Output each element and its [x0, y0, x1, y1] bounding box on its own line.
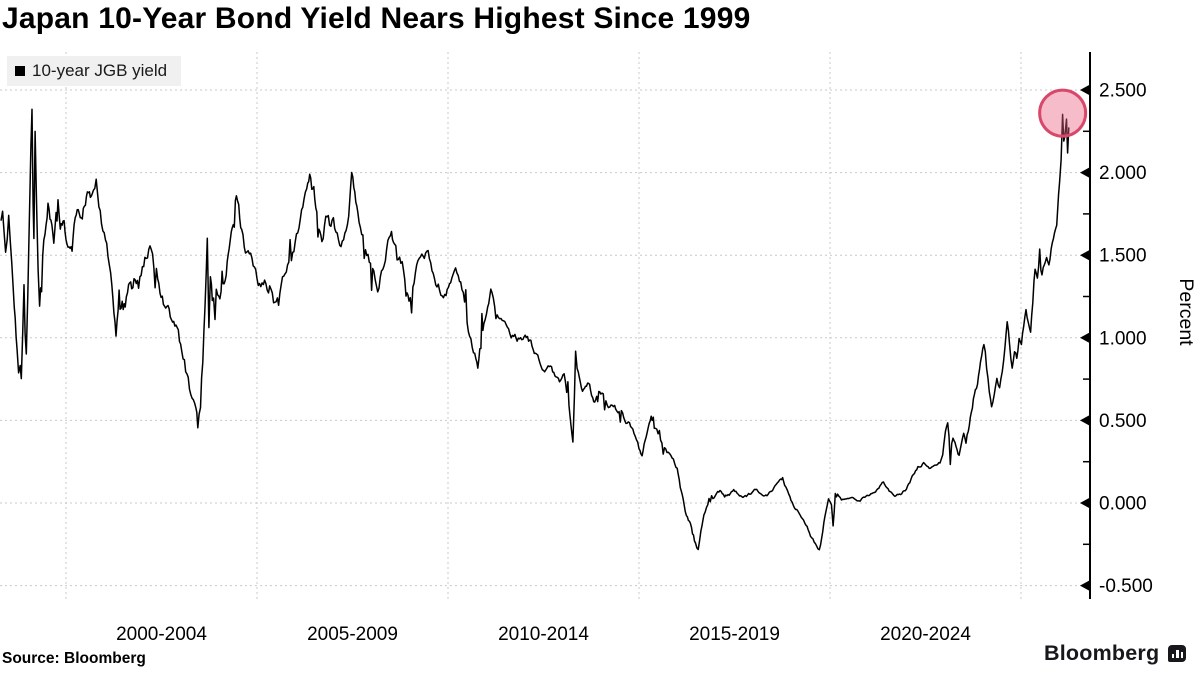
legend-label: 10-year JGB yield: [32, 61, 168, 80]
bloomberg-logo: Bloomberg: [1044, 641, 1187, 666]
y-tick-label: 0.500: [1099, 411, 1147, 432]
legend-swatch-icon: [15, 66, 25, 76]
highlight-circle: [1038, 88, 1088, 138]
page-title: Japan 10-Year Bond Yield Nears Highest S…: [2, 2, 751, 35]
y-axis-title: Percent: [1175, 278, 1197, 346]
y-tick-arrow-icon: [1080, 249, 1090, 261]
y-tick-label: 2.500: [1099, 81, 1147, 102]
y-tick-label: 2.000: [1099, 163, 1147, 184]
series-line-10yr-jgb-yield: [0, 108, 1070, 551]
x-tick-label: 2010-2014: [498, 624, 589, 645]
legend: 10-year JGB yield: [7, 56, 182, 86]
y-tick-arrow-icon: [1080, 332, 1090, 344]
y-tick-label: 0.000: [1099, 494, 1147, 515]
source-note: Source: Bloomberg: [2, 650, 146, 667]
x-tick-label: 2000-2004: [116, 624, 207, 645]
x-tick-label: 2020-2024: [880, 624, 971, 645]
y-tick-arrow-icon: [1080, 167, 1090, 179]
y-tick-arrow-icon: [1080, 414, 1090, 426]
y-tick-label: 1.000: [1099, 328, 1147, 349]
bloomberg-wordmark: Bloomberg: [1044, 641, 1160, 665]
y-tick-label: 1.500: [1099, 246, 1147, 267]
x-tick-label: 2015-2019: [689, 624, 780, 645]
y-tick-arrow-icon: [1080, 84, 1090, 96]
y-tick-label: -0.500: [1099, 576, 1153, 597]
bloomberg-terminal-icon: [1168, 645, 1187, 662]
y-tick-arrow-icon: [1080, 497, 1090, 509]
y-tick-arrow-icon: [1080, 580, 1090, 592]
x-tick-label: 2005-2009: [307, 624, 398, 645]
